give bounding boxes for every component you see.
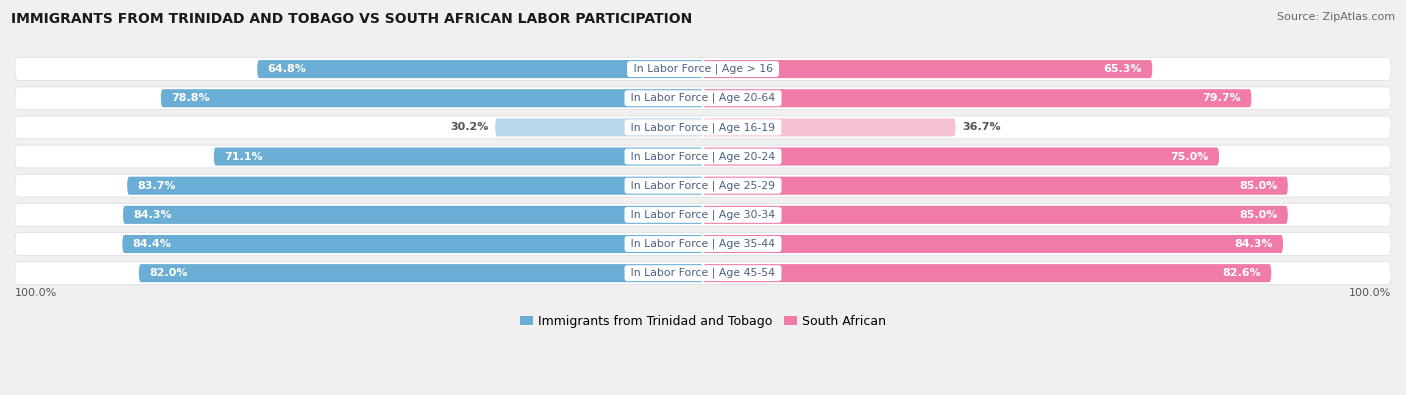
Text: 84.3%: 84.3% — [1234, 239, 1272, 249]
Text: 30.2%: 30.2% — [450, 122, 488, 132]
FancyBboxPatch shape — [15, 203, 1391, 226]
Text: In Labor Force | Age > 16: In Labor Force | Age > 16 — [630, 64, 776, 74]
Text: 75.0%: 75.0% — [1170, 152, 1209, 162]
FancyBboxPatch shape — [703, 89, 1251, 107]
Text: In Labor Force | Age 25-29: In Labor Force | Age 25-29 — [627, 181, 779, 191]
Text: 71.1%: 71.1% — [224, 152, 263, 162]
Text: 78.8%: 78.8% — [172, 93, 209, 103]
Text: 100.0%: 100.0% — [1348, 288, 1391, 298]
Text: 84.4%: 84.4% — [132, 239, 172, 249]
FancyBboxPatch shape — [703, 206, 1288, 224]
FancyBboxPatch shape — [15, 145, 1391, 168]
FancyBboxPatch shape — [15, 87, 1391, 109]
FancyBboxPatch shape — [15, 58, 1391, 81]
Text: 84.3%: 84.3% — [134, 210, 172, 220]
FancyBboxPatch shape — [160, 89, 703, 107]
FancyBboxPatch shape — [214, 147, 703, 166]
Text: In Labor Force | Age 30-34: In Labor Force | Age 30-34 — [627, 210, 779, 220]
FancyBboxPatch shape — [127, 177, 703, 195]
FancyBboxPatch shape — [15, 174, 1391, 197]
FancyBboxPatch shape — [122, 206, 703, 224]
FancyBboxPatch shape — [703, 177, 1288, 195]
Text: In Labor Force | Age 20-24: In Labor Force | Age 20-24 — [627, 151, 779, 162]
Text: 79.7%: 79.7% — [1202, 93, 1241, 103]
Text: 85.0%: 85.0% — [1239, 210, 1278, 220]
FancyBboxPatch shape — [703, 235, 1284, 253]
Text: 36.7%: 36.7% — [962, 122, 1001, 132]
Text: In Labor Force | Age 20-64: In Labor Force | Age 20-64 — [627, 93, 779, 103]
Text: 64.8%: 64.8% — [267, 64, 307, 74]
Legend: Immigrants from Trinidad and Tobago, South African: Immigrants from Trinidad and Tobago, Sou… — [515, 310, 891, 333]
Text: Source: ZipAtlas.com: Source: ZipAtlas.com — [1277, 12, 1395, 22]
FancyBboxPatch shape — [703, 60, 1153, 78]
Text: 65.3%: 65.3% — [1104, 64, 1142, 74]
FancyBboxPatch shape — [15, 262, 1391, 284]
Text: 83.7%: 83.7% — [138, 181, 176, 191]
FancyBboxPatch shape — [495, 118, 703, 136]
Text: In Labor Force | Age 16-19: In Labor Force | Age 16-19 — [627, 122, 779, 133]
Text: 100.0%: 100.0% — [15, 288, 58, 298]
Text: IMMIGRANTS FROM TRINIDAD AND TOBAGO VS SOUTH AFRICAN LABOR PARTICIPATION: IMMIGRANTS FROM TRINIDAD AND TOBAGO VS S… — [11, 12, 693, 26]
Text: 82.6%: 82.6% — [1222, 268, 1261, 278]
FancyBboxPatch shape — [257, 60, 703, 78]
FancyBboxPatch shape — [15, 116, 1391, 139]
FancyBboxPatch shape — [703, 147, 1219, 166]
Text: In Labor Force | Age 35-44: In Labor Force | Age 35-44 — [627, 239, 779, 249]
FancyBboxPatch shape — [122, 235, 703, 253]
FancyBboxPatch shape — [15, 233, 1391, 256]
Text: 85.0%: 85.0% — [1239, 181, 1278, 191]
Text: In Labor Force | Age 45-54: In Labor Force | Age 45-54 — [627, 268, 779, 278]
FancyBboxPatch shape — [139, 264, 703, 282]
FancyBboxPatch shape — [703, 118, 956, 136]
FancyBboxPatch shape — [703, 264, 1271, 282]
Text: 82.0%: 82.0% — [149, 268, 187, 278]
